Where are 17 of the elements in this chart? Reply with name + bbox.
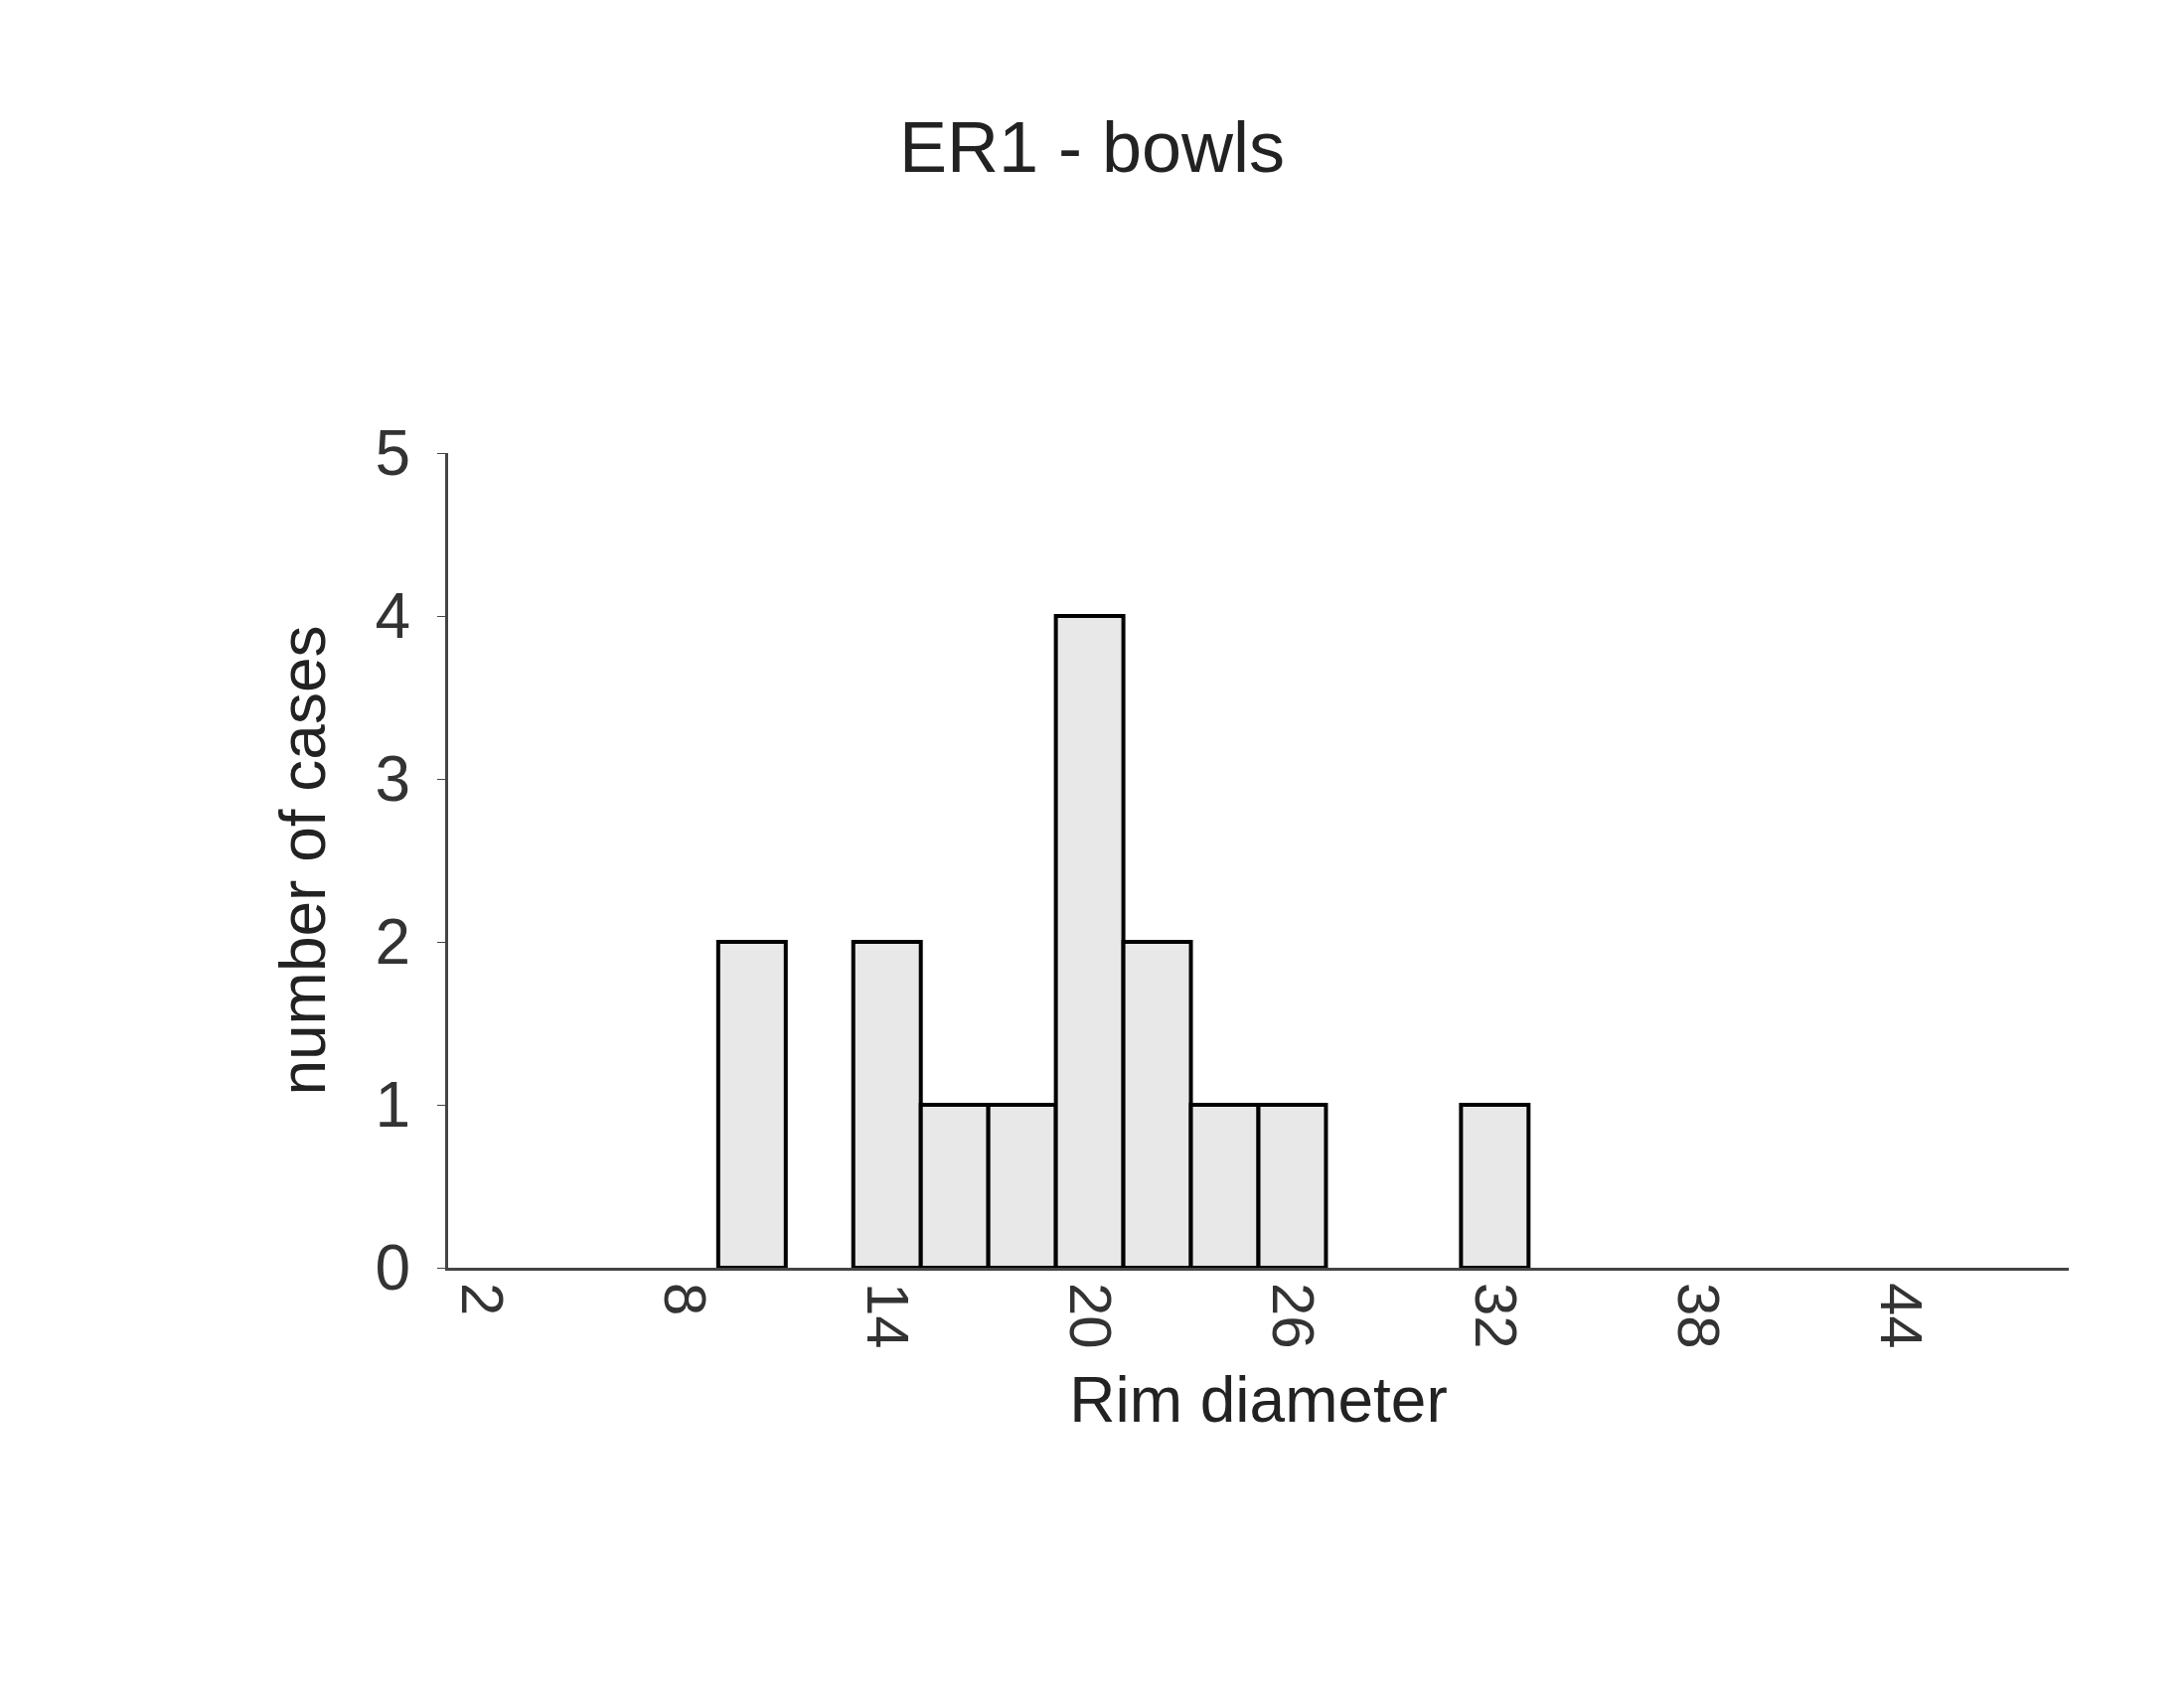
chart-title: ER1 - bowls <box>898 107 1286 188</box>
x-tick-label: 38 <box>1664 1283 1732 1349</box>
y-tick-label: 3 <box>375 743 411 816</box>
y-tick-label: 2 <box>375 906 411 979</box>
x-tick-label: 14 <box>855 1283 922 1349</box>
y-tick-label: 1 <box>375 1069 411 1142</box>
x-tick-label: 2 <box>449 1283 517 1316</box>
x-axis-title: Rim diameter <box>1069 1364 1448 1437</box>
x-tick-label: 44 <box>1867 1283 1935 1349</box>
y-axis-title: number of cases <box>266 625 339 1096</box>
x-tick-label: 20 <box>1057 1283 1125 1349</box>
y-tick-label: 0 <box>375 1232 411 1304</box>
x-tick-label: 8 <box>652 1283 719 1316</box>
x-tick-label: 32 <box>1462 1283 1529 1349</box>
x-tick-label: 26 <box>1259 1283 1326 1349</box>
y-tick-label: 4 <box>375 580 411 653</box>
y-tick-label: 5 <box>375 417 411 490</box>
